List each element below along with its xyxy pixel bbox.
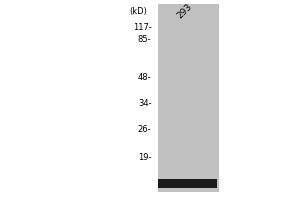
Text: 85-: 85- [138, 34, 152, 44]
Text: 19-: 19- [138, 153, 152, 162]
Bar [158, 179, 217, 188]
Text: 34-: 34- [138, 99, 152, 108]
Text: 48-: 48- [138, 72, 152, 82]
Bar [158, 4, 219, 192]
Text: 117-: 117- [133, 22, 152, 31]
Text: 26-: 26- [138, 124, 152, 134]
Text: (kD): (kD) [129, 7, 147, 16]
Text: 293: 293 [175, 2, 194, 20]
